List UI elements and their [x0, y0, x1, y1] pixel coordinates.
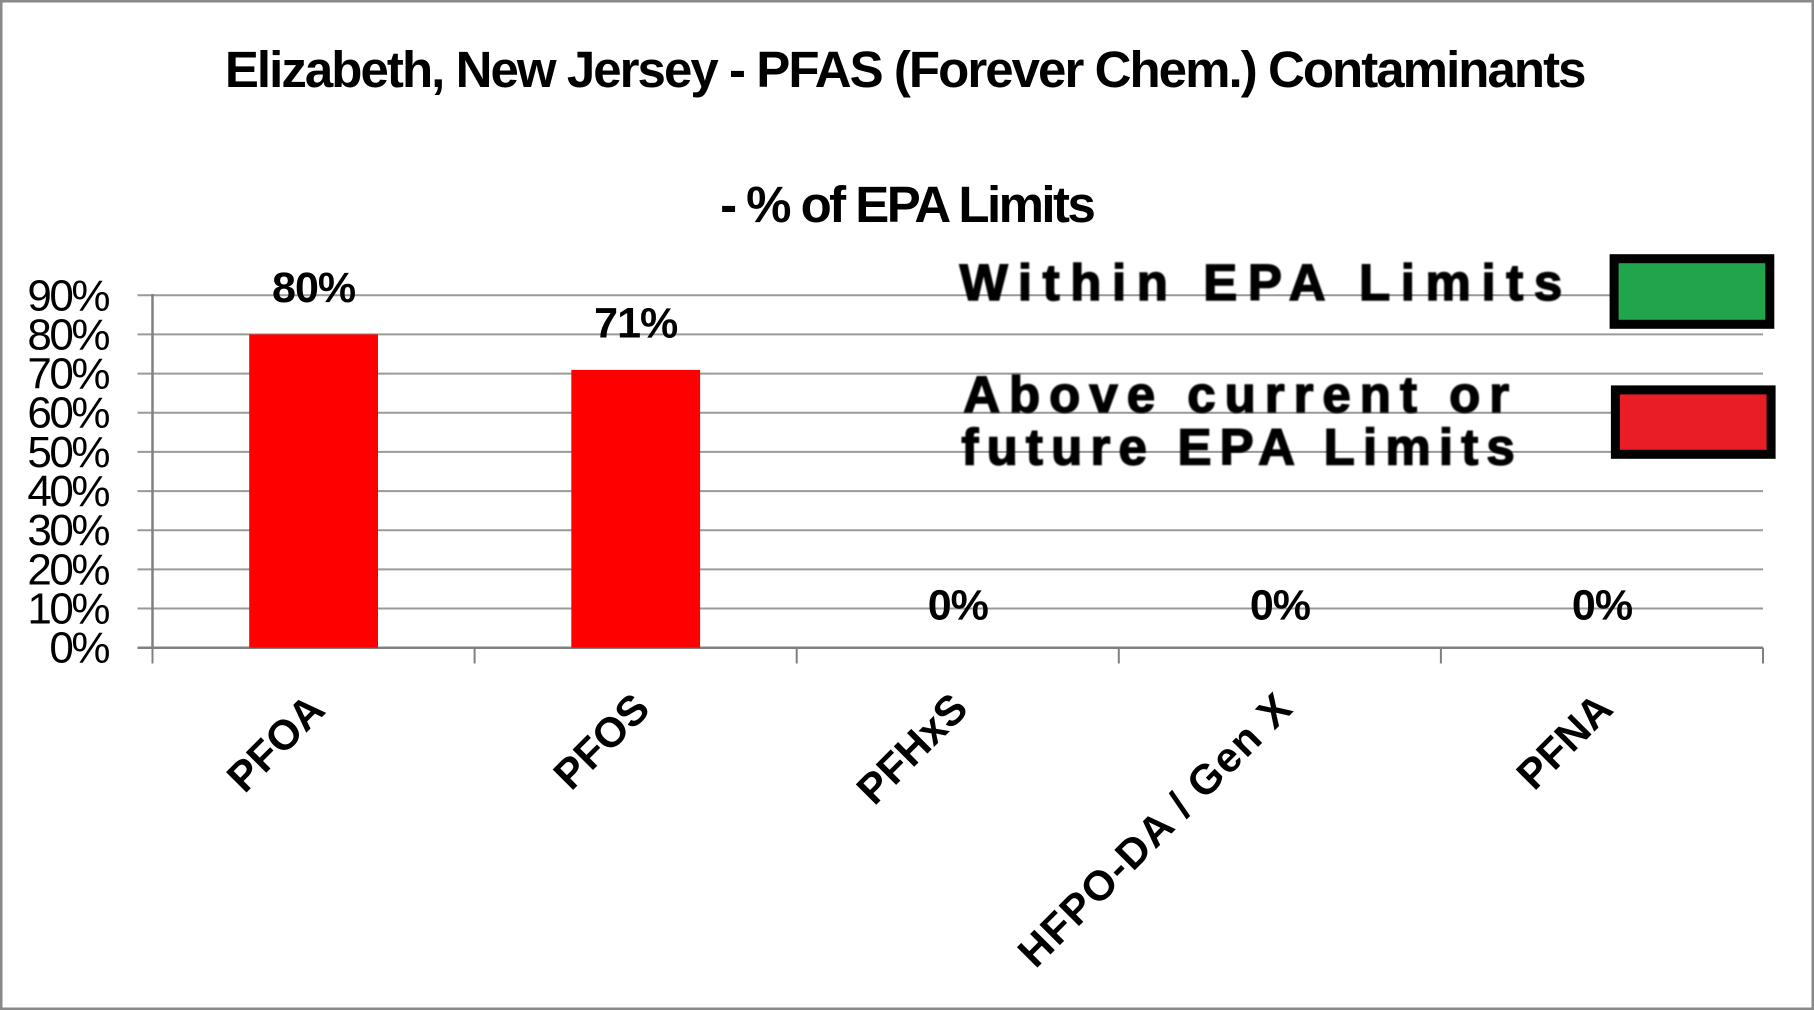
- svg-text:Within EPA Limits: Within EPA Limits: [960, 254, 1573, 311]
- svg-text:Elizabeth, New Jersey - PFAS (: Elizabeth, New Jersey - PFAS (Forever Ch…: [225, 41, 1585, 98]
- svg-text:60%: 60%: [27, 389, 109, 438]
- svg-text:50%: 50%: [27, 428, 109, 477]
- svg-text:70%: 70%: [27, 350, 109, 399]
- svg-text:90%: 90%: [27, 271, 109, 320]
- svg-text:0%: 0%: [1572, 582, 1633, 630]
- svg-text:20%: 20%: [27, 545, 109, 594]
- svg-text:- % of EPA Limits: - % of EPA Limits: [720, 176, 1094, 233]
- svg-text:future EPA Limits: future EPA Limits: [961, 419, 1523, 476]
- svg-text:80%: 80%: [272, 264, 356, 312]
- svg-text:71%: 71%: [594, 299, 678, 347]
- svg-text:0%: 0%: [49, 624, 109, 673]
- svg-text:80%: 80%: [27, 310, 109, 359]
- svg-text:40%: 40%: [27, 467, 109, 516]
- svg-text:Above current or: Above current or: [963, 366, 1518, 423]
- svg-text:0%: 0%: [928, 582, 989, 630]
- svg-text:10%: 10%: [27, 585, 109, 634]
- svg-text:0%: 0%: [1250, 582, 1311, 630]
- svg-text:30%: 30%: [27, 506, 109, 555]
